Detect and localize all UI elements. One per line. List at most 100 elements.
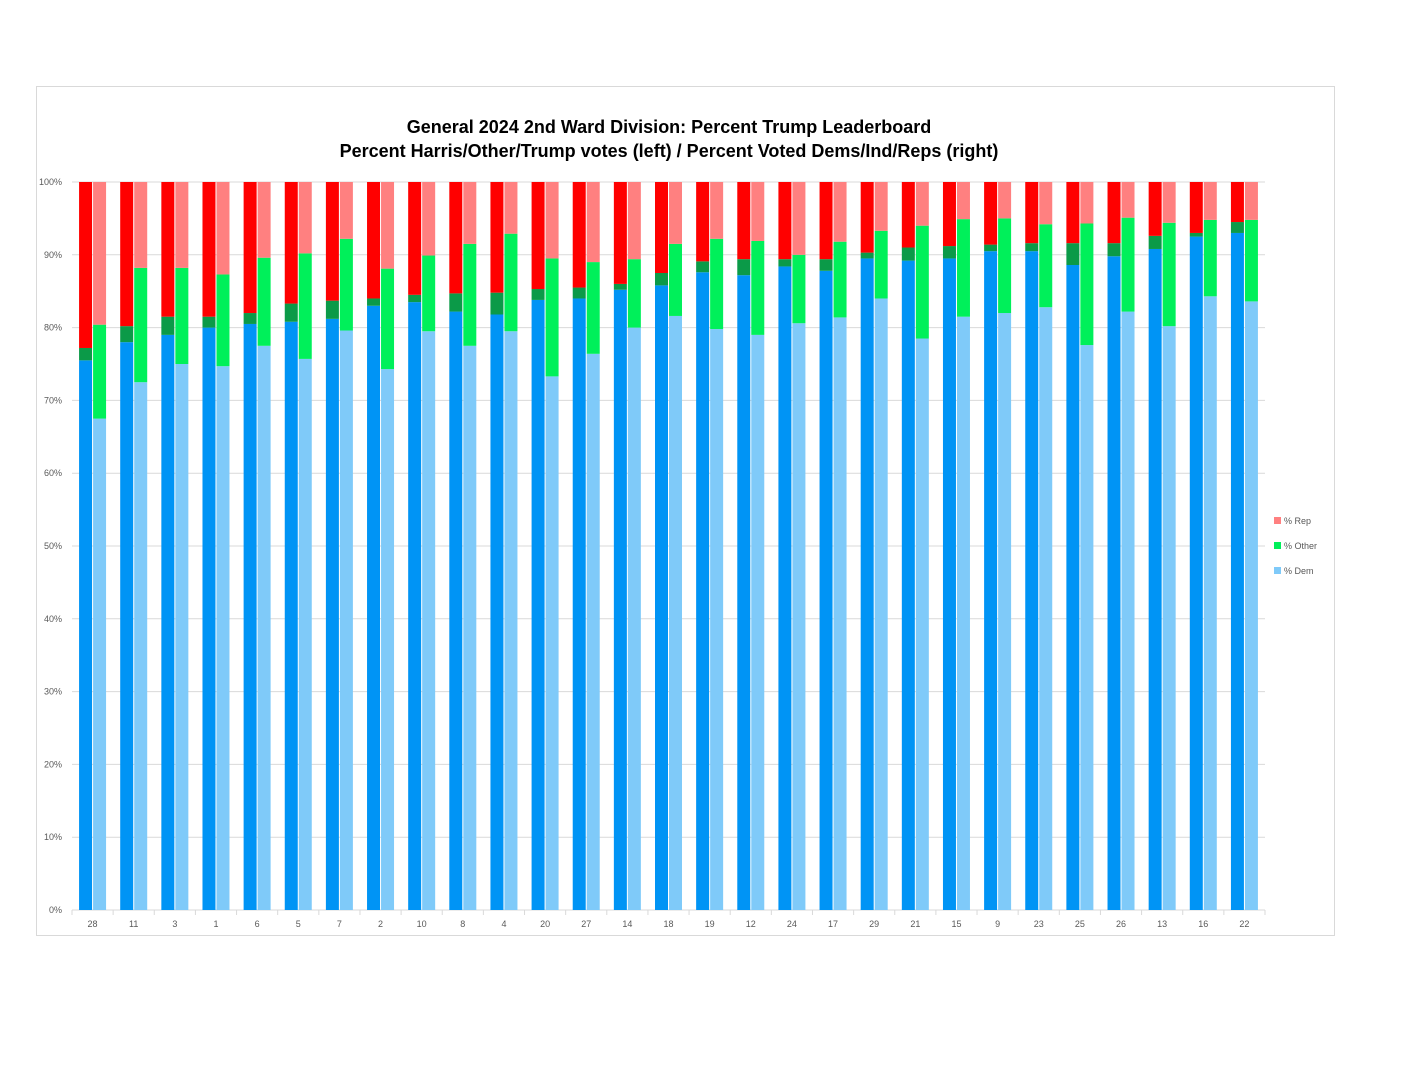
bar-trump-votes xyxy=(655,182,668,273)
bar-other-voted xyxy=(545,258,559,377)
bar-dem-voted xyxy=(1121,311,1135,911)
bar-other-voted xyxy=(134,267,148,383)
bar-harris-votes xyxy=(490,314,504,911)
chart-title-block: General 2024 2nd Ward Division: Percent … xyxy=(0,115,1338,163)
bar-rep-voted xyxy=(257,182,271,258)
bar-other-voted xyxy=(1121,217,1135,312)
bar-trump-votes xyxy=(696,182,710,262)
x-tick-label: 19 xyxy=(705,919,715,929)
bar-trump-votes xyxy=(1189,182,1203,233)
bar-rep-voted xyxy=(710,182,724,239)
bar-dem-voted xyxy=(257,345,271,910)
legend-item-rep: % Rep xyxy=(1274,508,1317,533)
bar-dem-voted xyxy=(792,323,806,910)
bar-rep-voted xyxy=(586,182,600,263)
bar-trump-votes xyxy=(819,182,833,260)
bar-other-votes xyxy=(1107,243,1121,257)
bar-other-votes xyxy=(860,252,874,259)
bar-rep-voted xyxy=(545,182,559,259)
x-tick-label: 22 xyxy=(1239,919,1249,929)
bar-trump-votes xyxy=(449,182,463,294)
bar-harris-votes xyxy=(655,285,668,911)
bar-other-votes xyxy=(202,316,216,328)
bar-other-votes xyxy=(1025,243,1039,252)
chart-subtitle: Percent Harris/Other/Trump votes (left) … xyxy=(339,141,999,161)
bar-dem-voted xyxy=(381,369,395,910)
bar-dem-voted xyxy=(710,329,724,910)
legend-item-dem: % Dem xyxy=(1274,558,1317,583)
bar-other-votes xyxy=(1189,232,1203,237)
bar-harris-votes xyxy=(613,289,627,910)
x-tick-label: 2 xyxy=(378,919,383,929)
x-tick-label: 29 xyxy=(869,919,879,929)
bar-dem-voted xyxy=(1039,307,1053,910)
bar-harris-votes xyxy=(120,342,134,910)
y-tick-label: 60% xyxy=(44,468,62,478)
bar-other-voted xyxy=(216,274,230,367)
bar-trump-votes xyxy=(79,182,93,348)
x-tick-label: 9 xyxy=(995,919,1000,929)
legend-item-other: % Other xyxy=(1274,533,1317,558)
bar-harris-votes xyxy=(79,360,93,910)
bar-other-voted xyxy=(627,259,641,328)
bar-other-voted xyxy=(298,253,312,359)
bar-trump-votes xyxy=(613,182,627,284)
x-tick-label: 17 xyxy=(828,919,838,929)
bar-trump-votes xyxy=(942,182,956,247)
bar-trump-votes xyxy=(367,182,381,299)
legend-label-rep: % Rep xyxy=(1284,515,1312,526)
bar-harris-votes xyxy=(572,298,586,911)
bar-harris-votes xyxy=(202,327,216,911)
bar-trump-votes xyxy=(778,182,792,260)
x-tick-label: 15 xyxy=(951,919,961,929)
bar-rep-voted xyxy=(216,182,230,275)
bar-dem-voted xyxy=(504,331,518,910)
bar-other-votes xyxy=(1230,222,1244,233)
bar-rep-voted xyxy=(998,182,1012,219)
bar-trump-votes xyxy=(408,182,422,295)
bar-dem-voted xyxy=(751,334,765,910)
bar-other-voted xyxy=(1162,222,1176,327)
bar-trump-votes xyxy=(984,182,998,245)
bar-other-voted xyxy=(998,218,1012,314)
bar-trump-votes xyxy=(572,182,586,288)
bar-harris-votes xyxy=(161,334,175,910)
bar-other-voted xyxy=(586,262,600,354)
chart-title: General 2024 2nd Ward Division: Percent … xyxy=(406,117,932,137)
bar-other-voted xyxy=(1080,223,1094,346)
bar-other-votes xyxy=(531,289,545,300)
bar-other-votes xyxy=(161,316,175,335)
bar-other-votes xyxy=(737,259,751,276)
x-tick-label: 27 xyxy=(581,919,591,929)
bar-other-voted xyxy=(1244,219,1258,302)
bar-harris-votes xyxy=(1189,236,1203,911)
bar-trump-votes xyxy=(490,182,504,293)
bar-other-votes xyxy=(696,261,710,273)
bar-other-voted xyxy=(257,257,271,346)
bar-other-votes xyxy=(243,313,257,324)
x-tick-label: 13 xyxy=(1157,919,1167,929)
bar-harris-votes xyxy=(1107,256,1121,911)
bar-trump-votes xyxy=(202,182,216,317)
x-tick-label: 25 xyxy=(1075,919,1085,929)
bar-harris-votes xyxy=(1025,251,1039,910)
bar-harris-votes xyxy=(531,299,545,910)
bar-rep-voted xyxy=(669,182,682,244)
bar-rep-voted xyxy=(339,182,353,239)
legend-swatch-rep xyxy=(1274,517,1281,524)
bar-dem-voted xyxy=(463,345,477,910)
bar-dem-voted xyxy=(998,313,1012,910)
bar-trump-votes xyxy=(860,182,874,253)
bar-harris-votes xyxy=(243,323,257,911)
bar-dem-voted xyxy=(1162,326,1176,910)
x-tick-label: 28 xyxy=(88,919,98,929)
bar-trump-votes xyxy=(1230,182,1244,223)
bar-dem-voted xyxy=(1203,296,1217,910)
x-tick-label: 10 xyxy=(417,919,427,929)
bar-dem-voted xyxy=(175,364,189,910)
x-tick-label: 24 xyxy=(787,919,797,929)
bar-trump-votes xyxy=(284,182,298,304)
bar-other-votes xyxy=(1148,235,1162,249)
bar-dem-voted xyxy=(669,315,682,910)
x-tick-label: 26 xyxy=(1116,919,1126,929)
